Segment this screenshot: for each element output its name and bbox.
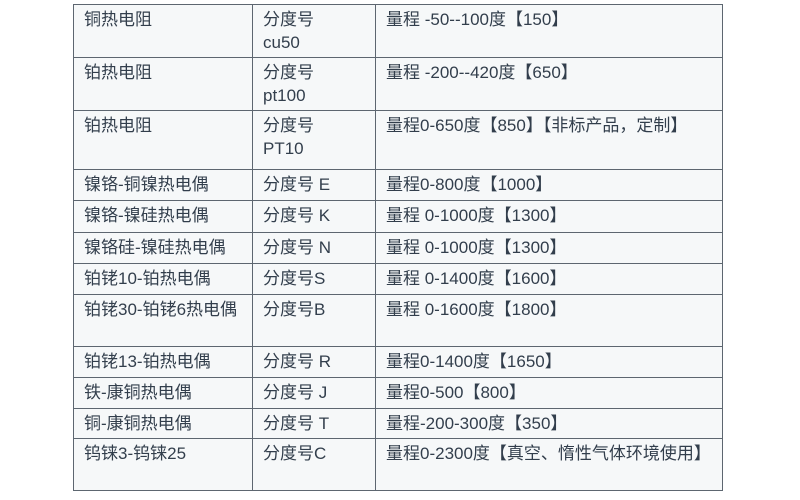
range-cell: 量程 0-1600度【1800】 bbox=[375, 294, 723, 347]
table-row: 铂铑13-铂热电偶 分度号 R 量程0-1400度【1650】 bbox=[73, 346, 723, 378]
material-cell: 镍铬-铜镍热电偶 bbox=[73, 169, 253, 201]
material-cell: 铂铑10-铂热电偶 bbox=[73, 263, 253, 295]
range-cell: 量程 -200--420度【650】 bbox=[375, 57, 723, 111]
code-cell: 分度号B bbox=[252, 294, 376, 347]
code-cell: 分度号 cu50 bbox=[252, 4, 376, 58]
code-cell: 分度号 PT10 bbox=[252, 110, 376, 170]
material-cell: 铂铑13-铂热电偶 bbox=[73, 346, 253, 378]
range-cell: 量程0-1400度【1650】 bbox=[375, 346, 723, 378]
code-cell: 分度号S bbox=[252, 263, 376, 295]
range-cell: 量程 0-1000度【1300】 bbox=[375, 232, 723, 264]
table-row: 铂铑10-铂热电偶 分度号S 量程 0-1400度【1600】 bbox=[73, 263, 723, 295]
code-cell: 分度号 R bbox=[252, 346, 376, 378]
range-cell: 量程-200-300度【350】 bbox=[375, 408, 723, 439]
table-row: 铂热电阻 分度号 PT10 量程0-650度【850】【非标产品，定制】 bbox=[73, 110, 723, 170]
material-cell: 铁-康铜热电偶 bbox=[73, 377, 253, 409]
code-cell: 分度号C bbox=[252, 438, 376, 491]
material-cell: 铜-康铜热电偶 bbox=[73, 408, 253, 439]
range-cell: 量程0-650度【850】【非标产品，定制】 bbox=[375, 110, 723, 170]
table-row: 铁-康铜热电偶 分度号 J 量程0-500【800】 bbox=[73, 377, 723, 409]
material-cell: 镍铬硅-镍硅热电偶 bbox=[73, 232, 253, 264]
range-cell: 量程0-800度【1000】 bbox=[375, 169, 723, 201]
code-cell: 分度号 E bbox=[252, 169, 376, 201]
range-cell: 量程0-500【800】 bbox=[375, 377, 723, 409]
material-cell: 钨铼3-钨铼25 bbox=[73, 438, 253, 491]
table-row: 钨铼3-钨铼25 分度号C 量程0-2300度【真空、惰性气体环境使用】 bbox=[73, 438, 723, 491]
code-cell: 分度号 T bbox=[252, 408, 376, 439]
table-row: 镍铬硅-镍硅热电偶 分度号 N 量程 0-1000度【1300】 bbox=[73, 232, 723, 264]
table-row: 铂热电阻 分度号 pt100 量程 -200--420度【650】 bbox=[73, 57, 723, 111]
material-cell: 镍铬-镍硅热电偶 bbox=[73, 200, 253, 233]
range-cell: 量程 0-1000度【1300】 bbox=[375, 200, 723, 233]
table-row: 铜-康铜热电偶 分度号 T 量程-200-300度【350】 bbox=[73, 408, 723, 439]
table-row: 镍铬-铜镍热电偶 分度号 E 量程0-800度【1000】 bbox=[73, 169, 723, 201]
code-cell: 分度号 J bbox=[252, 377, 376, 409]
range-cell: 量程 -50--100度【150】 bbox=[375, 4, 723, 58]
code-cell: 分度号 pt100 bbox=[252, 57, 376, 111]
code-cell: 分度号 K bbox=[252, 200, 376, 233]
table-row: 铜热电阻 分度号 cu50 量程 -50--100度【150】 bbox=[73, 4, 723, 58]
sensor-spec-table: 铜热电阻 分度号 cu50 量程 -50--100度【150】 铂热电阻 分度号… bbox=[73, 4, 723, 491]
table-row: 铂铑30-铂铑6热电偶 分度号B 量程 0-1600度【1800】 bbox=[73, 294, 723, 347]
material-cell: 铂铑30-铂铑6热电偶 bbox=[73, 294, 253, 347]
material-cell: 铜热电阻 bbox=[73, 4, 253, 58]
material-cell: 铂热电阻 bbox=[73, 57, 253, 111]
material-cell: 铂热电阻 bbox=[73, 110, 253, 170]
code-cell: 分度号 N bbox=[252, 232, 376, 264]
range-cell: 量程0-2300度【真空、惰性气体环境使用】 bbox=[375, 438, 723, 491]
table-row: 镍铬-镍硅热电偶 分度号 K 量程 0-1000度【1300】 bbox=[73, 200, 723, 233]
range-cell: 量程 0-1400度【1600】 bbox=[375, 263, 723, 295]
